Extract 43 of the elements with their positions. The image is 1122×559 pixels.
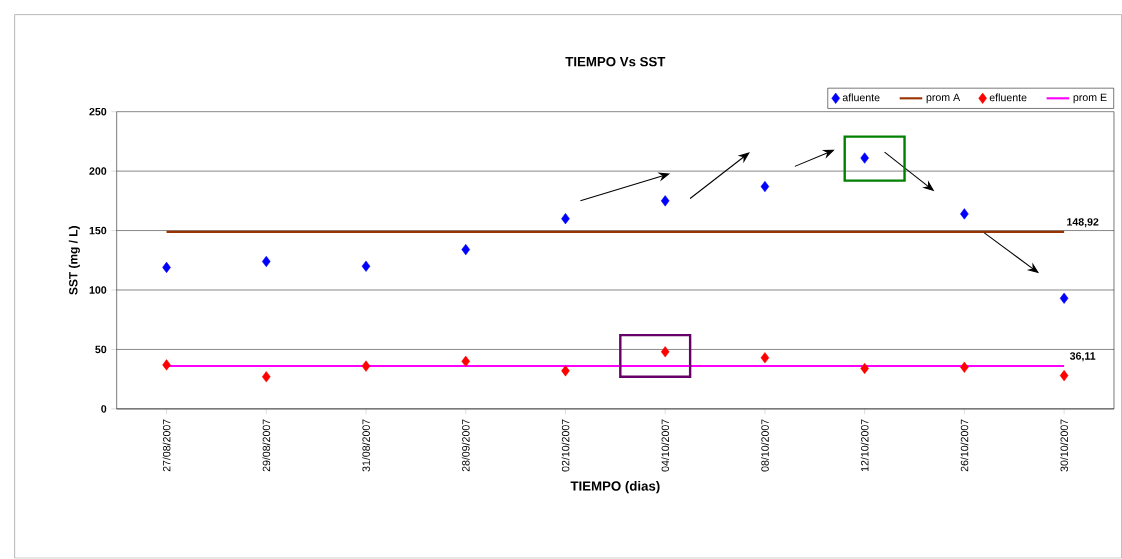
point (760, 181, 770, 193)
y-tick-label: 250 (89, 108, 107, 116)
data-label: 36,11 (1069, 352, 1096, 362)
x-tick-label: 26/10/2007 (960, 419, 969, 472)
point (561, 213, 570, 225)
x-tick-label: 02/10/2007 (561, 419, 570, 472)
x-tick-label: 27/08/2007 (162, 419, 171, 472)
chart-title: TIEMPO Vs SST (565, 57, 666, 67)
x-tick-label: 04/10/2007 (661, 419, 670, 472)
y-axis-title: SST (mg / L) (68, 226, 80, 295)
x-tick-label: 31/08/2007 (362, 419, 370, 472)
data-label: 148,92 (1067, 218, 1099, 228)
legend-label: afluente (842, 93, 880, 102)
x-tick-label: 08/10/2007 (761, 419, 769, 472)
x-tick-label: 30/10/2007 (1060, 419, 1068, 472)
point (660, 195, 670, 207)
point (162, 359, 171, 371)
point (1059, 292, 1069, 305)
x-axis-title: TIEMPO (dias) (570, 481, 660, 494)
legend-label: prom A (926, 93, 961, 104)
point (461, 244, 470, 256)
point (561, 365, 570, 377)
point (660, 346, 670, 358)
y-tick-label: 150 (89, 227, 107, 235)
point (1059, 370, 1069, 382)
y-tick-label: 0 (101, 405, 107, 413)
point (361, 360, 371, 372)
point (361, 260, 371, 273)
point (860, 152, 869, 164)
point (960, 208, 969, 220)
point (760, 352, 770, 364)
x-tick-label: 28/09/2007 (461, 419, 470, 472)
y-tick-label: 200 (89, 167, 107, 176)
legend-label: prom E (1073, 93, 1107, 104)
legend-label: efluente (989, 93, 1027, 102)
x-tick-label: 12/10/2007 (860, 419, 869, 472)
point (262, 371, 271, 383)
y-tick-label: 100 (89, 286, 107, 294)
point (162, 262, 171, 274)
point (262, 256, 271, 268)
y-tick-label: 50 (95, 345, 107, 354)
point (860, 363, 869, 375)
x-tick-label: 29/08/2007 (262, 419, 271, 472)
